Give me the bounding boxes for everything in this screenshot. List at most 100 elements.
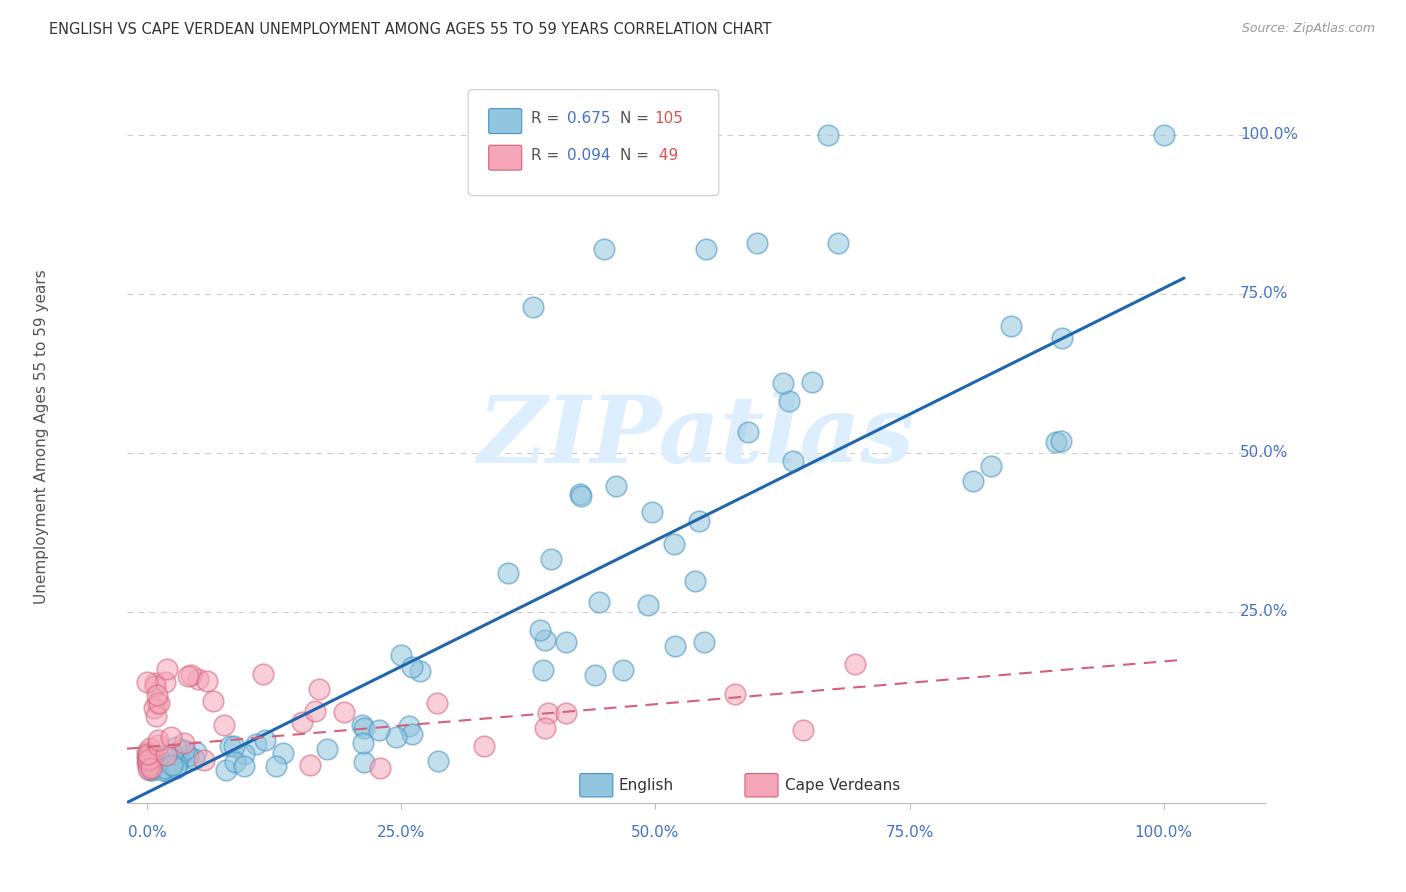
Point	[817, 128, 839, 142]
Point	[212, 718, 235, 732]
Text: N =: N =	[620, 112, 654, 127]
Point	[148, 696, 170, 710]
Text: 0.0%: 0.0%	[128, 825, 166, 840]
Text: N =: N =	[620, 148, 654, 163]
Point	[724, 687, 747, 701]
Point	[165, 739, 187, 754]
Point	[142, 748, 165, 763]
Point	[141, 747, 163, 762]
Point	[202, 694, 225, 708]
Point	[792, 723, 814, 738]
Point	[569, 487, 592, 501]
Point	[170, 743, 193, 757]
Point	[496, 566, 519, 580]
Point	[554, 635, 576, 649]
Point	[409, 664, 432, 678]
Point	[531, 663, 554, 677]
Point	[693, 635, 716, 649]
Point	[233, 758, 256, 772]
Point	[139, 759, 162, 773]
Text: Unemployment Among Ages 55 to 59 years: Unemployment Among Ages 55 to 59 years	[34, 269, 49, 605]
Point	[153, 674, 176, 689]
Point	[136, 747, 159, 762]
Point	[540, 551, 562, 566]
Point	[264, 758, 287, 772]
Point	[146, 696, 169, 710]
Point	[136, 762, 159, 776]
Point	[167, 750, 190, 764]
Point	[529, 623, 551, 637]
Point	[827, 236, 849, 251]
Point	[143, 751, 166, 765]
Point	[605, 479, 627, 493]
Point	[389, 648, 412, 662]
Point	[683, 574, 706, 588]
Point	[139, 763, 162, 777]
Point	[800, 375, 823, 389]
Point	[138, 757, 160, 772]
Point	[222, 739, 245, 753]
Point	[664, 639, 686, 653]
Text: ZIPatlas: ZIPatlas	[478, 392, 914, 482]
Point	[141, 756, 163, 770]
Point	[1045, 434, 1067, 449]
Point	[368, 723, 391, 737]
Text: ENGLISH VS CAPE VERDEAN UNEMPLOYMENT AMONG AGES 55 TO 59 YEARS CORRELATION CHART: ENGLISH VS CAPE VERDEAN UNEMPLOYMENT AMO…	[49, 22, 772, 37]
Point	[426, 696, 449, 710]
Point	[232, 747, 254, 761]
Text: 50.0%: 50.0%	[631, 825, 679, 840]
Point	[143, 679, 166, 693]
Point	[1000, 318, 1022, 333]
Point	[195, 673, 218, 688]
Point	[1050, 331, 1073, 345]
Point	[136, 747, 159, 761]
FancyBboxPatch shape	[489, 145, 522, 170]
Point	[316, 741, 339, 756]
Point	[332, 706, 354, 720]
Point	[352, 736, 374, 750]
Text: R =: R =	[531, 148, 564, 163]
Point	[583, 667, 606, 681]
Text: English: English	[619, 778, 673, 793]
Point	[138, 752, 160, 766]
Point	[224, 756, 246, 770]
Point	[146, 688, 169, 702]
Point	[737, 425, 759, 439]
Point	[772, 376, 794, 390]
Point	[143, 750, 166, 764]
Point	[1153, 128, 1175, 142]
Point	[138, 753, 160, 767]
Point	[641, 505, 664, 519]
Point	[160, 747, 183, 762]
Point	[299, 757, 322, 772]
Point	[136, 745, 159, 759]
Point	[146, 738, 169, 752]
Point	[176, 668, 198, 682]
Text: 75.0%: 75.0%	[1240, 286, 1288, 301]
Point	[588, 595, 610, 609]
Point	[139, 761, 162, 775]
FancyBboxPatch shape	[745, 773, 778, 797]
Point	[401, 727, 423, 741]
Point	[612, 664, 634, 678]
Point	[980, 458, 1002, 473]
Text: 25.0%: 25.0%	[1240, 605, 1288, 619]
Point	[173, 743, 195, 757]
Point	[160, 758, 183, 772]
Point	[138, 748, 160, 763]
Point	[782, 454, 804, 468]
Point	[183, 752, 205, 766]
Point	[145, 708, 167, 723]
Point	[245, 737, 267, 751]
Point	[534, 632, 557, 647]
Point	[353, 756, 375, 770]
Point	[136, 751, 159, 765]
Point	[962, 474, 984, 488]
Point	[637, 599, 659, 613]
Point	[169, 753, 191, 767]
Point	[218, 739, 240, 753]
Point	[778, 394, 800, 409]
Point	[135, 675, 157, 690]
FancyBboxPatch shape	[579, 773, 613, 797]
Point	[145, 753, 167, 767]
